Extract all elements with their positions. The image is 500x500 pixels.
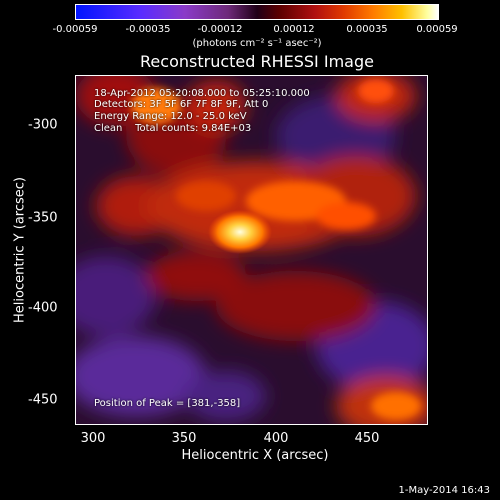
- time-range: 18-Apr-2012 05:20:08.000 to 05:25:10.000: [94, 88, 310, 99]
- energy-range: Energy Range: 12.0 - 25.0 keV: [94, 111, 247, 122]
- rhessi-image: [75, 75, 428, 425]
- colorbar-tick: -0.00059: [52, 24, 98, 35]
- x-tick: 300: [80, 431, 106, 446]
- clean-counts: Clean Total counts: 9.84E+03: [94, 123, 252, 134]
- rhessi-image-canvas: [76, 76, 427, 424]
- y-axis-label: Heliocentric Y (arcsec): [12, 177, 28, 323]
- x-tick: 450: [354, 431, 380, 446]
- x-tick: 350: [171, 431, 197, 446]
- image-title: Reconstructed RHESSI Image: [140, 52, 374, 71]
- x-axis-label: Heliocentric X (arcsec): [181, 448, 329, 463]
- x-tick: 400: [263, 431, 289, 446]
- colorbar-tick: 0.00012: [273, 24, 315, 35]
- colorbar-tick: 0.00059: [416, 24, 458, 35]
- generation-date: 1-May-2014 16:43: [398, 485, 490, 496]
- y-tick: -350: [28, 210, 58, 226]
- colorbar-tick: 0.00035: [346, 24, 388, 35]
- detectors-info: Detectors: 3F 5F 6F 7F 8F 9F, Att 0: [94, 99, 269, 110]
- peak-position: Position of Peak = [381,-358]: [94, 398, 241, 409]
- colorbar-tick: -0.00035: [125, 24, 171, 35]
- y-tick: -450: [28, 392, 58, 408]
- y-tick: -300: [28, 117, 58, 133]
- y-tick: -400: [28, 300, 58, 316]
- colorbar-unit-label: (photons cm⁻² s⁻¹ asec⁻²): [192, 38, 322, 49]
- colorbar: [75, 4, 439, 20]
- colorbar-tick: -0.00012: [197, 24, 243, 35]
